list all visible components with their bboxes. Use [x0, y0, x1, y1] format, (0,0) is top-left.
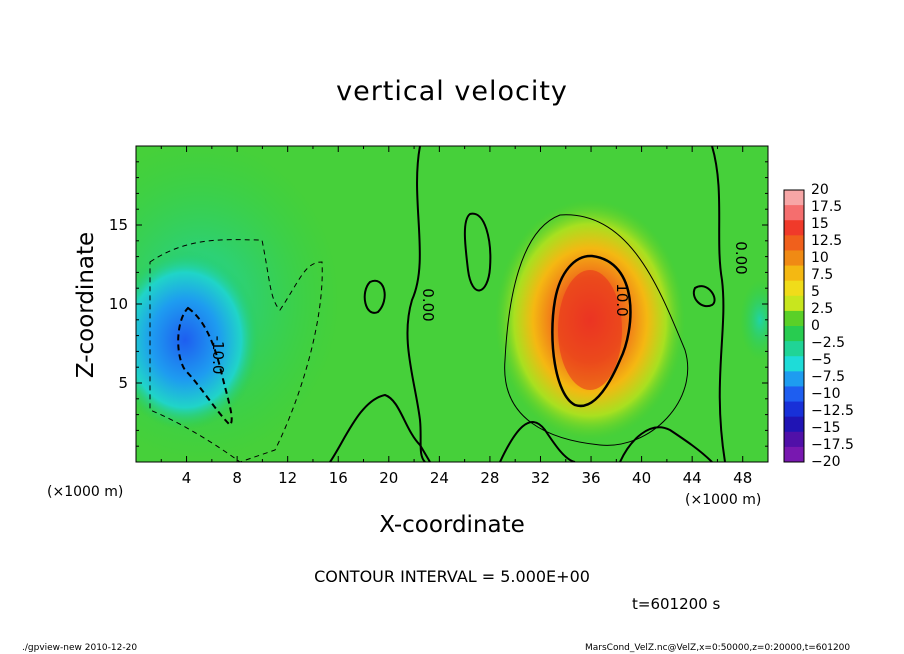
contour-5	[504, 214, 689, 446]
colorbar-label: −15	[811, 420, 841, 436]
contour-bubble-2	[363, 279, 386, 314]
x-tick-label: 4	[181, 469, 192, 487]
colorbar-swatch	[784, 431, 804, 448]
contour-label-zero-2: 0.00	[732, 241, 750, 274]
zero-contour-right	[711, 146, 726, 462]
downdraft-region	[136, 250, 260, 430]
colorbar-frame	[783, 189, 805, 463]
colorbar-swatch	[784, 386, 804, 403]
contour-base-3	[619, 426, 713, 462]
x-tick-label: 28	[480, 469, 500, 487]
colorbar-swatch	[784, 371, 804, 387]
colorbar-swatch	[784, 265, 804, 282]
x-tick-label: 48	[733, 469, 753, 487]
colorbar-label: 0	[811, 318, 820, 334]
time-label: t=601200 s	[632, 595, 721, 613]
footer-left: ./gpview-new 2010-12-20	[22, 643, 138, 653]
y-axis-label: Z-coordinate	[73, 231, 99, 379]
chart-title: vertical velocity	[336, 76, 568, 107]
right-cyan	[740, 280, 768, 360]
x-tick-label: 20	[379, 469, 399, 487]
colorbar-swatch	[784, 205, 804, 221]
x-tick-label: 16	[328, 469, 348, 487]
colorbar-swatch	[784, 280, 804, 297]
colorbar	[783, 189, 805, 463]
tick-marks	[136, 146, 768, 462]
colorbar-label: −10	[811, 386, 841, 402]
x-tick-label: 8	[232, 469, 242, 487]
x-tick-label: 40	[632, 469, 652, 487]
contour-bubble-1	[463, 212, 492, 292]
colorbar-swatch	[784, 446, 804, 463]
colorbar-swatch	[784, 310, 804, 327]
colorbar-label: 20	[811, 182, 829, 198]
contour-label-10: 10.0	[613, 283, 631, 316]
contour-neg5	[149, 239, 323, 462]
colorbar-label: 10	[811, 250, 829, 266]
zero-contour-center	[406, 146, 426, 462]
colorbar-swatch	[784, 235, 804, 251]
contour-bubble-3	[692, 285, 716, 308]
x-unit-left: (×1000 m)	[47, 484, 124, 500]
colorbar-label: 12.5	[811, 233, 843, 249]
colorbar-swatch	[784, 220, 804, 236]
footer-right: MarsCond_VelZ.nc@VelZ,x=0:50000,z=0:2000…	[585, 643, 851, 653]
contour-label-neg10: -10.0	[209, 336, 227, 375]
colorbar-label: 7.5	[811, 267, 834, 283]
x-axis-label: X-coordinate	[379, 512, 525, 538]
contour-base-1	[329, 393, 431, 462]
colorbar-label: 17.5	[811, 199, 843, 215]
colorbar-swatch	[784, 190, 804, 206]
colorbar-label: −20	[811, 454, 841, 470]
contour-10	[551, 254, 632, 408]
contour-base-2	[499, 421, 576, 462]
colorbar-label: −2.5	[811, 335, 845, 351]
heatmap-field: -10.0 0.00 10.0 0.00	[136, 146, 768, 462]
x-tick-label: 12	[278, 469, 298, 487]
colorbar-swatch	[784, 250, 804, 267]
x-tick-label: 44	[682, 469, 702, 487]
colorbar-swatch	[784, 356, 804, 372]
updraft-core	[558, 270, 622, 390]
colorbar-label: −5	[811, 352, 832, 368]
colorbar-swatch	[784, 416, 804, 433]
colorbar-label: 2.5	[811, 301, 834, 317]
y-tick-label: 10	[108, 295, 128, 313]
colorbar-label: −7.5	[811, 369, 845, 385]
y-tick-label: 15	[108, 216, 128, 234]
contour-label-zero-1: 0.00	[419, 288, 437, 321]
colorbar-swatch	[784, 341, 804, 357]
contour-interval: CONTOUR INTERVAL = 5.000E+00	[314, 567, 590, 586]
colorbar-label: −12.5	[811, 403, 854, 419]
colorbar-label: −17.5	[811, 437, 854, 453]
x-tick-label: 36	[581, 469, 601, 487]
x-unit-right: (×1000 m)	[685, 492, 762, 508]
colorbar-swatch	[784, 401, 804, 418]
x-tick-label: 32	[530, 469, 551, 487]
colorbar-swatch	[784, 326, 804, 342]
x-tick-label: 24	[429, 469, 449, 487]
colorbar-swatch	[784, 295, 804, 312]
y-tick-label: 5	[118, 374, 128, 392]
colorbar-label: 5	[811, 284, 820, 300]
colorbar-label: 15	[811, 216, 829, 232]
